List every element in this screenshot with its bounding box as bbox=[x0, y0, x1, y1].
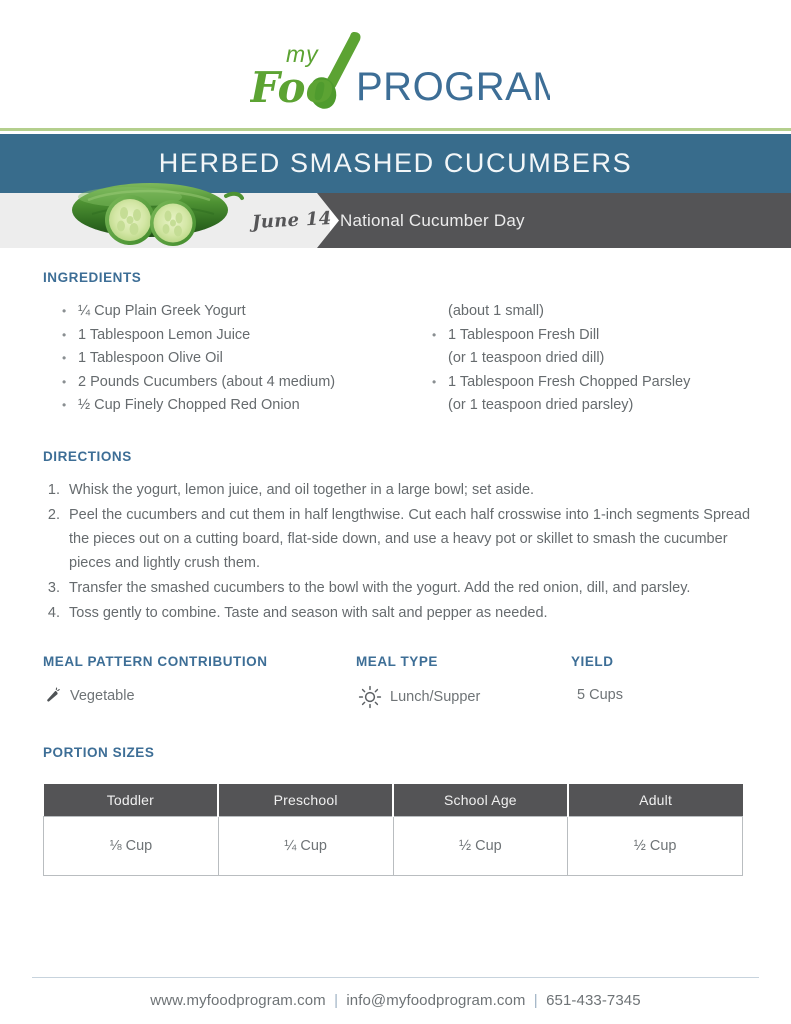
bullet-icon: • bbox=[62, 304, 67, 318]
list-item: • (about 1 small) bbox=[432, 300, 762, 324]
step-number: 4. bbox=[47, 605, 60, 621]
bullet-icon: • bbox=[62, 327, 67, 342]
list-item: 2. Peel the cucumbers and cut them in ha… bbox=[43, 503, 753, 575]
list-item: • 2 Pounds Cucumbers (about 4 medium) bbox=[62, 371, 442, 395]
ingredient-text: 2 Pounds Cucumbers (about 4 medium) bbox=[78, 373, 336, 390]
sun-icon bbox=[358, 685, 382, 709]
directions-heading: DIRECTIONS bbox=[43, 449, 132, 464]
step-text: Toss gently to combine. Taste and season… bbox=[69, 605, 548, 621]
footer-separator: | bbox=[334, 992, 339, 1009]
directions-list: 1. Whisk the yogurt, lemon juice, and oi… bbox=[43, 478, 753, 626]
ingredient-text: 1 Tablespoon Fresh Dill bbox=[448, 326, 600, 343]
observance-bar: June 14 National Cucumber Day bbox=[0, 183, 791, 248]
table-header-row: Toddler Preschool School Age Adult bbox=[43, 784, 743, 817]
cucumber-illustration bbox=[58, 170, 258, 248]
list-item: • 1 Tablespoon Lemon Juice bbox=[62, 324, 442, 348]
ingredient-text: 1 Tablespoon Olive Oil bbox=[78, 350, 223, 366]
footer-website[interactable]: www.myfoodprogram.com bbox=[150, 992, 326, 1009]
carrot-svg bbox=[47, 687, 60, 702]
page-title: HERBED SMASHED CUCUMBERS bbox=[158, 148, 633, 178]
column-header-preschool: Preschool bbox=[218, 784, 394, 817]
observance-bar-dark-panel bbox=[317, 193, 791, 248]
step-number: 2. bbox=[47, 507, 60, 523]
bullet-icon: • bbox=[432, 374, 437, 389]
table-row: ⅛ Cup ¼ Cup ½ Cup ½ Cup bbox=[43, 816, 743, 876]
banner-top-rule bbox=[0, 128, 791, 131]
ingredient-text: (about 1 small) bbox=[448, 303, 544, 319]
svg-text:my: my bbox=[286, 41, 319, 67]
portion-value-toddler: ⅛ Cup bbox=[43, 816, 219, 876]
list-item: 1. Whisk the yogurt, lemon juice, and oi… bbox=[43, 478, 753, 502]
step-text: Whisk the yogurt, lemon juice, and oil t… bbox=[69, 482, 535, 498]
recipe-title-banner: HERBED SMASHED CUCUMBERS bbox=[0, 134, 791, 193]
bullet-icon: • bbox=[62, 374, 67, 389]
step-number: 3. bbox=[47, 580, 60, 596]
footer-divider bbox=[32, 977, 759, 978]
observance-name: National Cucumber Day bbox=[340, 210, 525, 230]
logo-area: my Foo PROGRAM bbox=[0, 0, 791, 126]
list-item: • (or 1 teaspoon dried dill) bbox=[432, 347, 762, 371]
cucumber-svg bbox=[72, 183, 244, 246]
observance-date: June 14 bbox=[251, 207, 333, 234]
meal-pattern-value: Vegetable bbox=[70, 687, 135, 704]
yield-heading: YIELD bbox=[571, 654, 614, 669]
portion-value-school-age: ½ Cup bbox=[392, 816, 569, 876]
list-item: • ½ Cup Finely Chopped Red Onion bbox=[62, 394, 442, 418]
svg-text:PROGRAM: PROGRAM bbox=[356, 65, 550, 109]
step-number: 1. bbox=[47, 482, 60, 498]
column-header-toddler: Toddler bbox=[43, 784, 220, 817]
ingredients-column-right: • (about 1 small) • 1 Tablespoon Fresh D… bbox=[432, 300, 762, 418]
bullet-icon: • bbox=[62, 351, 67, 365]
list-item: • 1 Tablespoon Olive Oil bbox=[62, 347, 442, 371]
list-item: • (or 1 teaspoon dried parsley) bbox=[432, 394, 762, 418]
ingredient-text: (or 1 teaspoon dried dill) bbox=[448, 350, 605, 366]
bullet-icon: • bbox=[62, 398, 67, 412]
ingredient-text: 1 Tablespoon Fresh Chopped Parsley bbox=[448, 373, 691, 390]
column-header-school-age: School Age bbox=[393, 784, 569, 817]
list-item: 4. Toss gently to combine. Taste and sea… bbox=[43, 601, 753, 625]
meal-pattern-value-group: Vegetable bbox=[45, 687, 135, 704]
meal-type-value: Lunch/Supper bbox=[390, 689, 481, 705]
yield-value: 5 Cups bbox=[577, 687, 623, 703]
ingredient-text: 1 Tablespoon Lemon Juice bbox=[78, 326, 251, 343]
meal-type-value-group: Lunch/Supper bbox=[358, 685, 480, 709]
portion-sizes-table: Toddler Preschool School Age Adult ⅛ Cup… bbox=[43, 784, 743, 876]
logo-svg: my Foo PROGRAM bbox=[250, 32, 550, 110]
list-item: • 1 Tablespoon Fresh Chopped Parsley bbox=[432, 371, 762, 395]
footer: www.myfoodprogram.com | info@myfoodprogr… bbox=[0, 992, 791, 1009]
footer-phone[interactable]: 651-433-7345 bbox=[546, 992, 641, 1009]
ingredients-column-left: • ¼ Cup Plain Greek Yogurt • 1 Tablespoo… bbox=[62, 300, 442, 418]
ingredient-text: ¼ Cup Plain Greek Yogurt bbox=[78, 303, 246, 319]
bullet-icon: • bbox=[432, 327, 437, 342]
yield-value-group: 5 Cups bbox=[577, 687, 623, 703]
portion-value-preschool: ¼ Cup bbox=[217, 816, 394, 876]
meal-type-heading: MEAL TYPE bbox=[356, 654, 438, 669]
carrot-icon bbox=[45, 687, 62, 704]
meal-pattern-heading: MEAL PATTERN CONTRIBUTION bbox=[43, 654, 268, 669]
ingredient-text: (or 1 teaspoon dried parsley) bbox=[448, 397, 634, 413]
step-text: Transfer the smashed cucumbers to the bo… bbox=[69, 580, 691, 596]
svg-text:Foo: Foo bbox=[250, 63, 334, 110]
portion-value-adult: ½ Cup bbox=[567, 816, 743, 876]
list-item: • 1 Tablespoon Fresh Dill bbox=[432, 324, 762, 348]
footer-email[interactable]: info@myfoodprogram.com bbox=[346, 992, 526, 1009]
ingredient-text: ½ Cup Finely Chopped Red Onion bbox=[78, 397, 300, 413]
step-text: Peel the cucumbers and cut them in half … bbox=[69, 507, 751, 571]
my-food-program-logo: my Foo PROGRAM bbox=[250, 30, 550, 110]
sun-svg bbox=[358, 685, 382, 709]
list-item: • ¼ Cup Plain Greek Yogurt bbox=[62, 300, 442, 324]
column-header-adult: Adult bbox=[567, 784, 743, 817]
portion-sizes-heading: PORTION SIZES bbox=[43, 745, 155, 760]
list-item: 3. Transfer the smashed cucumbers to the… bbox=[43, 576, 753, 600]
ingredients-heading: INGREDIENTS bbox=[43, 270, 142, 285]
footer-separator: | bbox=[533, 992, 538, 1009]
